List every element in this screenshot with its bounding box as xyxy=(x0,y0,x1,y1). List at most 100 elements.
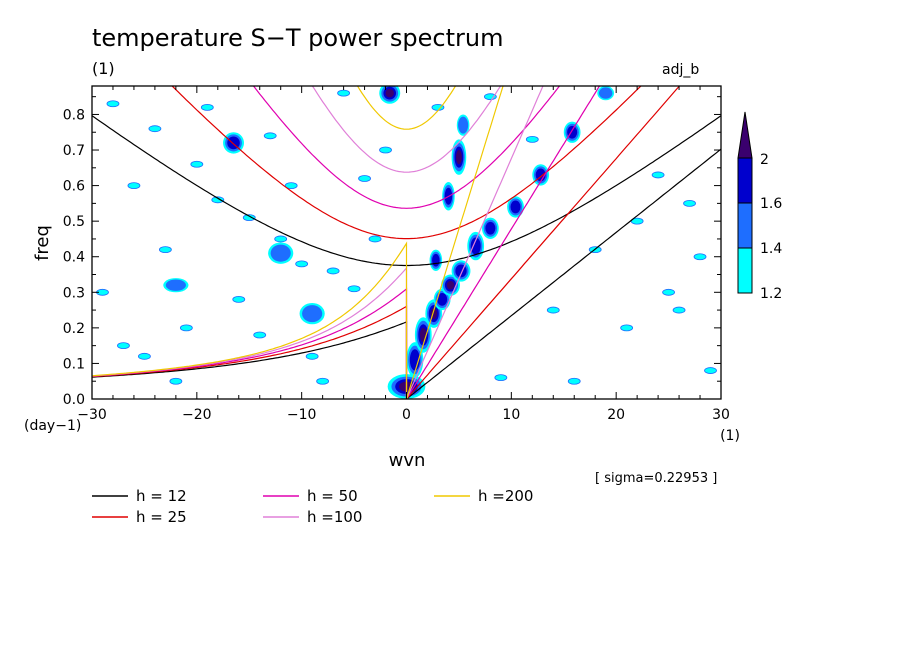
legend: h = 12 h = 25 h = 50 h =100 h =200 xyxy=(92,487,533,526)
spectral-patch xyxy=(651,171,665,179)
legend-label-h50: h = 50 xyxy=(307,487,358,505)
spectral-peak-level-3 xyxy=(470,237,481,255)
spectral-patch xyxy=(693,253,707,261)
colorbar-swatch-3 xyxy=(737,247,753,294)
spectral-peak-level-3 xyxy=(485,221,496,235)
inertia-gravity-curve-h25 xyxy=(171,86,642,240)
spectral-patch xyxy=(106,100,120,108)
spectral-patch xyxy=(138,352,151,360)
spectral-patch xyxy=(242,214,256,222)
inertia-gravity-curve-h200 xyxy=(356,86,457,130)
spectral-patch xyxy=(305,352,319,360)
spectral-patch xyxy=(683,199,696,207)
spectral-patch xyxy=(347,285,361,293)
colorbar-label-1-2: 1.2 xyxy=(760,286,782,302)
spectral-patch xyxy=(284,182,298,189)
spectral-patch xyxy=(169,377,183,385)
spectral-peak-level-2 xyxy=(270,244,291,262)
y-tick-label: 0.8 xyxy=(63,107,85,123)
inertia-gravity-curve-h50 xyxy=(252,86,561,209)
sigma-note: [ sigma=0.22953 ] xyxy=(595,471,717,486)
spectral-patch xyxy=(148,125,162,133)
spectral-patch xyxy=(232,296,246,303)
spectral-patch xyxy=(326,267,340,275)
y-tick-label: 0.4 xyxy=(63,250,85,266)
y-axis-label: freq xyxy=(32,225,53,261)
axis-ticks: −30 −20 −10 0 10 20 30 0.0 0.1 0.2 0.3 0.4 0.5 0.6 0.7… xyxy=(63,86,730,423)
spectral-patch xyxy=(620,324,634,332)
kelvin-curve-h12 xyxy=(406,148,721,399)
y-axis-units: (day−1) xyxy=(24,418,81,434)
spectral-patch xyxy=(494,374,508,382)
spectral-patch xyxy=(567,377,581,385)
spectral-peak-level-2 xyxy=(598,87,613,99)
spectral-peak-level-3 xyxy=(510,200,521,214)
spectral-patch xyxy=(117,342,130,350)
spectral-patch xyxy=(263,132,277,140)
spectral-peak-level-4 xyxy=(446,280,455,290)
y-tick-label: 0.1 xyxy=(63,356,85,372)
y-tick-label: 0.2 xyxy=(63,321,85,337)
legend-label-h12: h = 12 xyxy=(136,487,187,505)
y-tick-label: 0.3 xyxy=(63,285,85,301)
spectral-patch xyxy=(211,196,225,204)
spectral-patch xyxy=(704,367,717,374)
y-tick-label: 0.0 xyxy=(63,392,85,408)
corner-label: adj_b xyxy=(662,62,699,78)
dispersion-curves xyxy=(92,86,721,399)
spectral-patch xyxy=(368,235,382,243)
spectral-peak-level-4 xyxy=(385,88,394,98)
title-units: (1) xyxy=(92,59,115,78)
spectral-patch xyxy=(672,306,686,314)
spectral-patch xyxy=(295,260,309,268)
spectral-patch xyxy=(546,306,560,314)
x-tick-label: −10 xyxy=(287,407,317,423)
x-tick-label: 20 xyxy=(607,407,625,423)
spectral-peak-level-3 xyxy=(437,293,448,306)
spectral-patch xyxy=(190,160,204,168)
spectral-patch xyxy=(179,324,193,332)
legend-label-h100: h =100 xyxy=(307,508,362,526)
x-tick-label: −30 xyxy=(77,407,107,423)
mrg-curve-h200 xyxy=(92,241,408,399)
x-tick-label: 10 xyxy=(502,407,520,423)
spectral-patch xyxy=(200,103,214,111)
spectral-contour-fill xyxy=(96,86,717,399)
spectral-patch xyxy=(337,89,351,97)
kelvin-curve-h25 xyxy=(406,86,681,399)
colorbar-swatch-1 xyxy=(737,157,753,204)
colorbar-label-1-4: 1.4 xyxy=(760,241,782,257)
spectral-patch xyxy=(274,235,288,243)
spectral-patch xyxy=(253,331,267,339)
x-tick-label: 30 xyxy=(712,407,730,423)
spectral-patch xyxy=(525,135,539,143)
spectral-peak-level-4 xyxy=(455,150,462,165)
kelvin-curve-h50 xyxy=(405,86,601,399)
spectral-patch xyxy=(316,377,330,385)
x-axis-units: (1) xyxy=(720,428,740,444)
y-tick-label: 0.6 xyxy=(63,179,85,195)
colorbar-label-1-6: 1.6 xyxy=(760,196,782,212)
spectral-patch xyxy=(662,288,675,296)
legend-label-h200: h =200 xyxy=(478,487,533,505)
spectral-patch xyxy=(127,182,141,189)
y-tick-label: 0.5 xyxy=(63,214,85,230)
legend-label-h25: h = 25 xyxy=(136,508,187,526)
colorbar-label-2: 2 xyxy=(760,152,769,168)
inertia-gravity-curve-h100 xyxy=(311,86,502,173)
spectral-peak-level-2 xyxy=(302,305,323,323)
kelvin-curve-h200 xyxy=(405,86,504,399)
x-tick-label: 0 xyxy=(402,407,411,423)
spectral-patch xyxy=(379,146,392,154)
spectral-peak-level-2 xyxy=(458,116,469,134)
x-tick-label: −20 xyxy=(182,407,212,423)
colorbar: 2 1.6 1.4 1.2 xyxy=(737,111,782,302)
x-axis-label: wvn xyxy=(389,450,426,471)
kelvin-curve-h100 xyxy=(405,86,544,399)
spectral-peak-level-3 xyxy=(432,253,440,267)
mrg-curve-h12 xyxy=(92,320,408,399)
spectral-patch xyxy=(358,175,371,182)
y-tick-label: 0.7 xyxy=(63,143,85,159)
colorbar-swatch-2 xyxy=(737,202,753,249)
